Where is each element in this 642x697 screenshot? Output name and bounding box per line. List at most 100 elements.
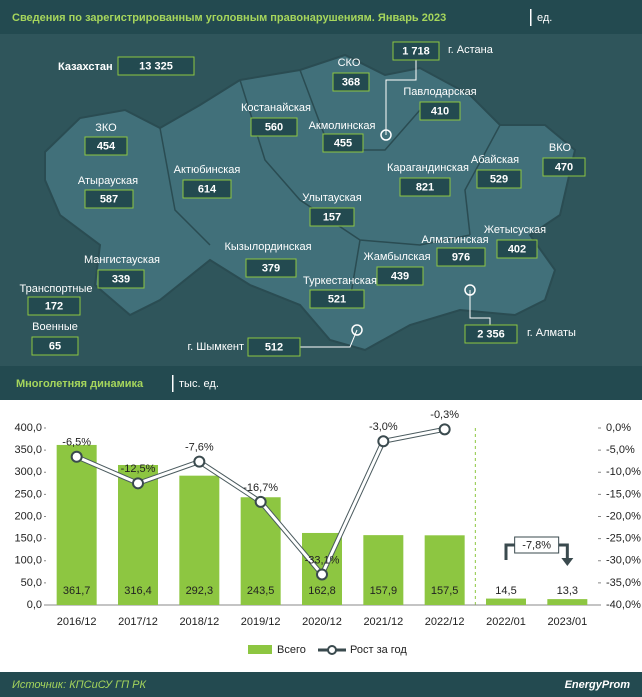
value-box [464, 324, 518, 344]
value-box [419, 101, 461, 121]
region-name: Акмолинская [309, 120, 376, 132]
y2-tick-label: -10,0% [606, 466, 641, 478]
y-tick-label: 150,0 [14, 533, 42, 545]
line-point [254, 495, 267, 508]
connector [469, 290, 491, 325]
value-box [97, 269, 145, 289]
value-box [436, 247, 486, 267]
header-bar [0, 0, 642, 34]
y-tick-label: 350,0 [14, 444, 42, 456]
value-box [496, 239, 538, 259]
region-name: Карагандинская [387, 162, 469, 174]
region-name: Павлодарская [403, 86, 476, 98]
region-name: Улытауская [302, 192, 362, 204]
value-box [31, 336, 79, 356]
unit: ед. [537, 12, 552, 24]
bar-label: 243,5 [247, 585, 275, 597]
region-name: Атырауская [78, 175, 138, 187]
line-point [316, 568, 328, 581]
line-point [132, 477, 144, 490]
title: Сведения по зарегистрированным уголовным… [12, 12, 446, 24]
region-name: Туркестанская [303, 275, 377, 287]
region-name: Казахстан [58, 61, 113, 73]
bar-label: 292,3 [186, 585, 214, 597]
x-tick-label: 2022/01 [486, 616, 526, 628]
separator [172, 375, 174, 392]
legend-label: Всего [277, 644, 306, 656]
legend-swatch [248, 645, 272, 654]
city-dot [351, 324, 363, 336]
line-label: -7,6% [185, 442, 214, 454]
bar-label: 162,8 [308, 585, 336, 597]
bar-label: 361,7 [63, 585, 91, 597]
region-value: 1 718 [402, 45, 430, 57]
value-box [476, 169, 522, 189]
region-value: 455 [334, 137, 352, 149]
region-value: 614 [198, 183, 217, 195]
region-value: 587 [100, 193, 118, 205]
line-label: -16,7% [243, 482, 278, 494]
value-box [322, 133, 364, 153]
region-name: Костанайская [241, 102, 311, 114]
y2-tick-label: -5,0% [606, 444, 635, 456]
value-box [117, 56, 195, 76]
region-name: СКО [338, 57, 361, 69]
x-tick-label: 2017/12 [118, 616, 158, 628]
value-box [245, 258, 297, 278]
region-value: 439 [391, 270, 409, 282]
annotation-box [514, 536, 560, 554]
region-value: 379 [262, 262, 280, 274]
y2-tick-label: 0,0% [606, 422, 631, 434]
region-value: 470 [555, 161, 573, 173]
region-value: 157 [323, 211, 341, 223]
line-label: -0,3% [430, 409, 459, 421]
y2-tick-label: -20,0% [606, 510, 641, 522]
line-label: -3,0% [369, 421, 398, 433]
x-tick-label: 2020/12 [302, 616, 342, 628]
chart: 0,0 50,0 100,0 150,0 200,0 250,0 300,0 350,0 400… [14, 409, 641, 656]
y-tick-label: 300,0 [14, 466, 42, 478]
region-name: Кызылординская [224, 241, 311, 253]
map-labels: Казахстан 13 325 СКО 368 г. Астана 1 718 Павло… [20, 41, 586, 357]
line-point [193, 455, 206, 468]
y2-tick-label: -35,0% [606, 577, 641, 589]
bar-label: 13,3 [557, 585, 578, 597]
bar [486, 598, 526, 605]
value-box [84, 189, 134, 209]
annotation: -7,8% [522, 539, 551, 551]
region-name: Алматинская [421, 234, 488, 246]
region-name: г. Алматы [527, 327, 576, 339]
value-box [182, 179, 232, 199]
bar-label: 157,5 [431, 585, 459, 597]
chart-title: Многолетняя динамика [16, 378, 144, 390]
value-box [309, 289, 365, 309]
region-value: 521 [328, 293, 346, 305]
region-name: Актюбинская [174, 164, 241, 176]
region-name: Военные [32, 321, 78, 333]
region-value: 65 [49, 340, 61, 352]
y-tick-label: 0,0 [27, 599, 42, 611]
line-point [377, 435, 390, 448]
region-value: 976 [452, 251, 470, 263]
y2-tick-label: -25,0% [606, 533, 641, 545]
region-value: 13 325 [139, 60, 173, 72]
bar-label: 316,4 [124, 585, 152, 597]
y2-tick-label: -15,0% [606, 488, 641, 500]
bar-label: 14,5 [495, 585, 516, 597]
region-name: Абайская [471, 154, 519, 166]
line-label: -33,1% [305, 554, 340, 566]
region-name: Жетысуская [484, 224, 546, 236]
region-value: 2 356 [477, 328, 505, 340]
map-shape [44, 53, 577, 352]
line-point [438, 423, 451, 436]
region-name: г. Астана [448, 44, 494, 56]
value-box [542, 157, 586, 177]
value-box [376, 266, 424, 286]
bar [424, 535, 465, 605]
x-tick-label: 2021/12 [363, 616, 403, 628]
separator [530, 9, 532, 26]
region-value: 172 [45, 300, 63, 312]
logo: EnergyProm [565, 679, 631, 691]
region-name: ВКО [549, 142, 572, 154]
